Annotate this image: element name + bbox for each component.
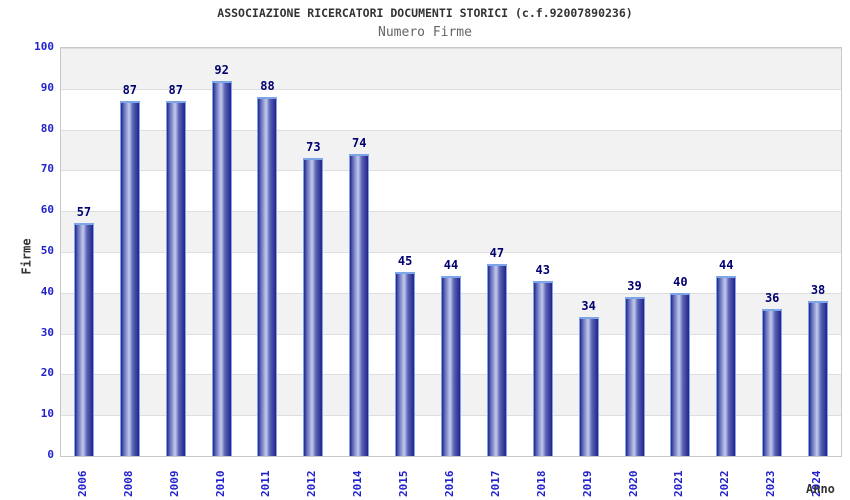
bar-2010 xyxy=(211,80,232,456)
bar-2018 xyxy=(532,280,553,456)
y-tick-label: 80 xyxy=(40,121,54,135)
x-tick-label: 2015 xyxy=(397,470,411,498)
y-tick-label: 90 xyxy=(40,80,54,94)
x-tick-label: 2006 xyxy=(75,470,89,498)
gridline xyxy=(61,252,841,253)
bar-value-label: 40 xyxy=(673,274,688,289)
y-tick-label: 50 xyxy=(40,244,54,257)
bar-2024 xyxy=(808,300,829,456)
bar-2015 xyxy=(395,272,416,456)
y-tick-label: 40 xyxy=(40,284,54,298)
bar-2011 xyxy=(257,96,278,456)
x-axis-title: Anno xyxy=(806,482,835,496)
x-tick-label: 2018 xyxy=(534,470,548,498)
y-tick-label: 30 xyxy=(40,325,54,339)
x-tick-label: 2023 xyxy=(764,470,778,498)
bar-2023 xyxy=(762,309,783,456)
plot-band xyxy=(61,129,841,171)
y-tick-label: 100 xyxy=(34,40,54,53)
y-tick-label: 70 xyxy=(40,162,54,176)
y-tick-label: 60 xyxy=(40,203,54,217)
x-tick-label: 2019 xyxy=(580,470,594,498)
x-tick-label: 2017 xyxy=(488,470,502,498)
chart-title: ASSOCIAZIONE RICERCATORI DOCUMENTI STORI… xyxy=(217,6,633,20)
y-tick-label: 10 xyxy=(40,407,54,421)
plot-area: 57 87 87 92 88 73 74 45 44 47 43 34 39 40 44 36 38 xyxy=(60,47,842,457)
bar-value-label: 92 xyxy=(214,62,229,77)
gridline xyxy=(61,48,841,49)
x-tick-label: 2008 xyxy=(121,470,135,498)
bar-2021 xyxy=(670,292,691,456)
y-tick-label: 20 xyxy=(40,366,54,380)
y-tick-label: 0 xyxy=(47,448,54,461)
bar-value-label: 44 xyxy=(719,258,734,273)
x-tick-label: 2009 xyxy=(167,470,181,498)
bar-value-label: 87 xyxy=(122,83,138,98)
bar-value-label: 88 xyxy=(260,78,275,93)
bar-2008 xyxy=(119,101,140,456)
x-tick-label: 2021 xyxy=(672,470,686,498)
bar-2016 xyxy=(441,276,461,456)
bar-value-label: 57 xyxy=(76,205,92,220)
bar-2012 xyxy=(303,158,324,456)
bar-2014 xyxy=(349,154,370,456)
bar-value-label: 36 xyxy=(764,291,780,306)
gridline xyxy=(61,170,841,172)
bar-2017 xyxy=(486,264,507,456)
gridline xyxy=(61,88,841,90)
bar-value-label: 34 xyxy=(581,299,596,314)
gridline xyxy=(61,129,841,131)
plot-band xyxy=(61,48,841,89)
bar-value-label: 38 xyxy=(810,282,826,297)
plot-band xyxy=(61,211,841,252)
bar-2020 xyxy=(624,296,645,456)
bar-value-label: 45 xyxy=(397,254,413,269)
chart-subtitle: Numero Firme xyxy=(378,25,472,40)
bar-value-label: 44 xyxy=(443,258,459,273)
x-tick-label: 2012 xyxy=(305,470,319,498)
bar-2019 xyxy=(578,317,599,456)
bar-value-label: 74 xyxy=(352,136,367,151)
gridline xyxy=(61,211,841,213)
bar-value-label: 87 xyxy=(168,83,183,98)
plot-band xyxy=(61,170,841,212)
x-tick-label: 2020 xyxy=(626,470,640,498)
x-tick-label: 2010 xyxy=(213,470,227,498)
bar-value-label: 73 xyxy=(306,140,321,155)
bar-2009 xyxy=(165,101,186,456)
bar-value-label: 43 xyxy=(535,262,550,277)
x-tick-label: 2014 xyxy=(351,470,365,498)
bar-2006 xyxy=(73,223,94,456)
bar-2022 xyxy=(716,276,737,456)
x-tick-label: 2016 xyxy=(443,470,456,498)
plot-band xyxy=(61,88,841,130)
x-tick-label: 2022 xyxy=(718,470,732,498)
bar-value-label: 39 xyxy=(627,278,642,293)
x-tick-label: 2011 xyxy=(259,470,273,498)
bar-value-label: 47 xyxy=(489,246,505,261)
